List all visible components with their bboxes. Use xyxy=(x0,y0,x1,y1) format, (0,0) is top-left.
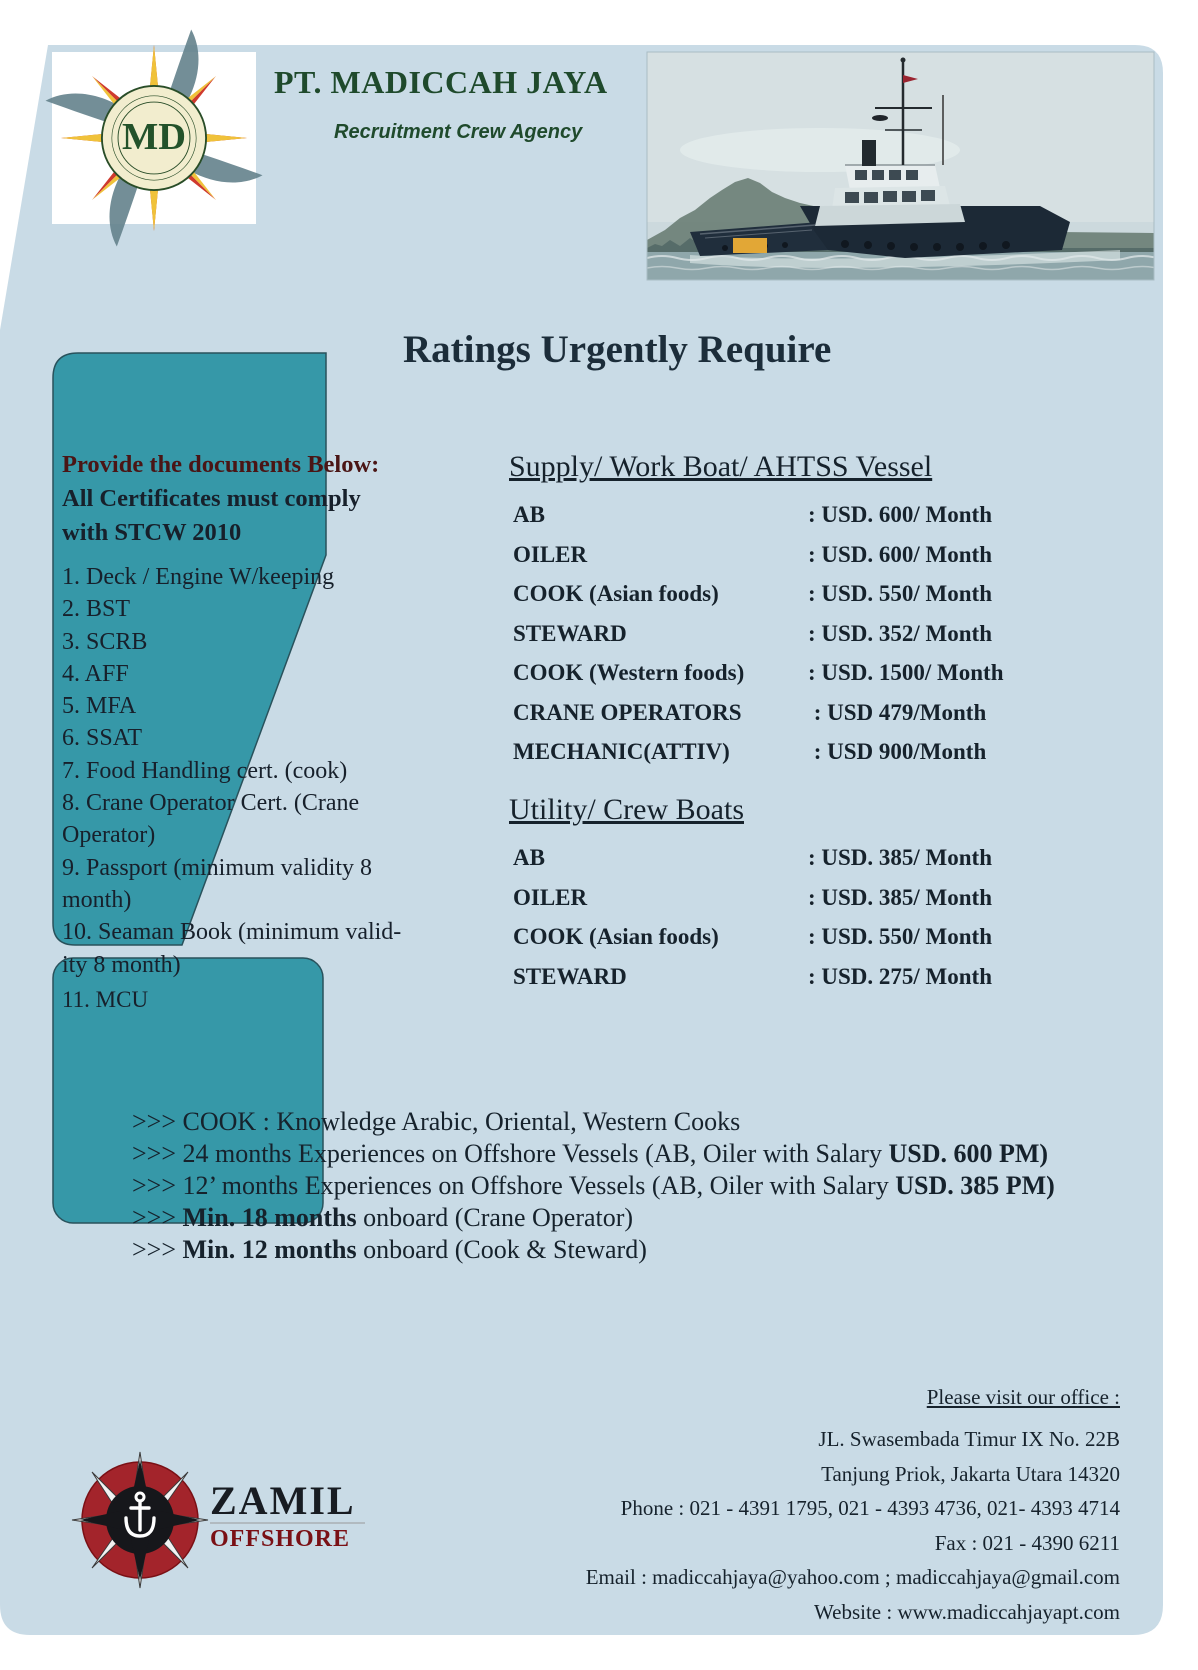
svg-text:ZAMIL: ZAMIL xyxy=(210,1478,356,1523)
svg-text:OFFSHORE: OFFSHORE xyxy=(210,1526,350,1552)
svg-text:MD: MD xyxy=(122,116,186,158)
